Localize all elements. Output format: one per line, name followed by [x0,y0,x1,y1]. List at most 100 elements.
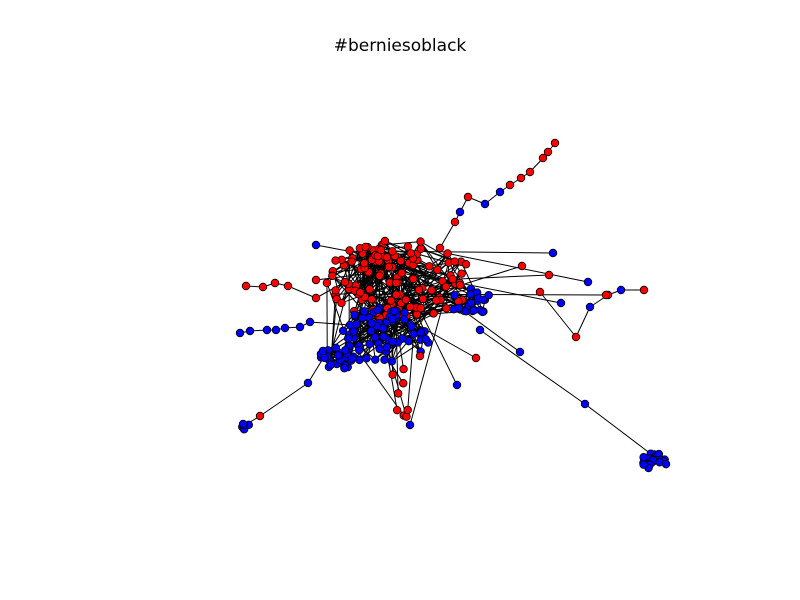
blue-node [455,207,465,217]
blue-node [320,353,329,363]
blue-node [407,322,416,331]
edge [395,317,399,394]
red-node [409,274,418,284]
red-node [345,246,354,255]
blue-node [639,453,648,462]
red-node [433,265,442,275]
red-node [463,192,473,202]
red-node [457,269,466,278]
red-node [356,288,365,297]
red-node [544,270,554,280]
blue-node [480,199,490,209]
edge [259,382,309,417]
red-node [386,296,396,305]
red-node [415,351,425,361]
blue-node [515,347,525,357]
red-node [505,180,515,190]
blue-node [280,323,290,333]
blue-node [661,459,671,469]
blue-node [478,295,488,305]
red-node [441,282,451,291]
red-node [241,281,251,291]
edge [287,285,317,299]
red-node [399,379,408,388]
red-node [311,293,321,303]
edge [422,253,449,300]
blue-node [370,333,380,342]
blue-node [387,357,397,366]
blue-node [311,240,321,250]
red-node [448,274,457,284]
edge [479,329,586,405]
blue-node [271,325,281,335]
blue-node [388,337,397,346]
edge [539,291,577,338]
blue-node [450,291,459,300]
red-node [376,245,386,255]
red-node [418,294,428,304]
red-node [455,280,465,290]
red-node [375,271,384,280]
blue-node [303,378,313,388]
edge [330,299,338,365]
red-node [384,262,394,272]
blue-node [639,460,648,469]
blue-node [469,306,478,315]
blue-node [475,325,485,335]
red-node [639,285,649,295]
blue-node [345,320,355,330]
red-node [450,217,460,227]
red-node [388,370,397,379]
chart-title: #berniesoblack [333,36,467,56]
blue-node [421,334,430,344]
edge [433,262,450,314]
blue-node [354,345,364,355]
blue-node [484,290,493,300]
blue-node [390,306,399,316]
blue-node [350,310,359,320]
blue-node [340,364,349,373]
blue-node [338,326,348,335]
red-node [414,285,424,294]
red-node [405,302,415,312]
edge [421,261,462,289]
blue-node [359,307,369,316]
red-node [550,138,560,148]
red-node [406,249,415,258]
red-node [443,249,452,258]
red-node [571,332,581,342]
edge [315,281,346,299]
red-node [525,167,535,177]
red-node [367,295,376,304]
blue-node [235,328,245,338]
blue-node [367,319,376,328]
blue-node [556,298,566,308]
red-node [543,147,553,157]
blue-node [585,302,595,312]
edge [452,274,550,280]
edge [401,272,458,386]
blue-node [343,334,353,343]
red-node [517,261,527,271]
red-node [322,278,332,288]
edge [584,403,654,456]
red-node [340,277,350,287]
blue-node [331,343,341,353]
red-node [416,303,425,313]
red-node [601,290,611,300]
edge [358,263,365,351]
red-node [516,173,526,183]
red-node [399,364,408,374]
red-node [361,242,370,252]
blue-node [616,285,626,295]
red-node [347,257,356,266]
red-node [538,153,548,163]
edge [309,321,351,326]
red-node [331,256,340,265]
blue-node [326,360,336,369]
blue-node [405,420,415,430]
red-node [331,286,340,295]
blue-node [409,330,418,339]
red-node [435,243,445,253]
